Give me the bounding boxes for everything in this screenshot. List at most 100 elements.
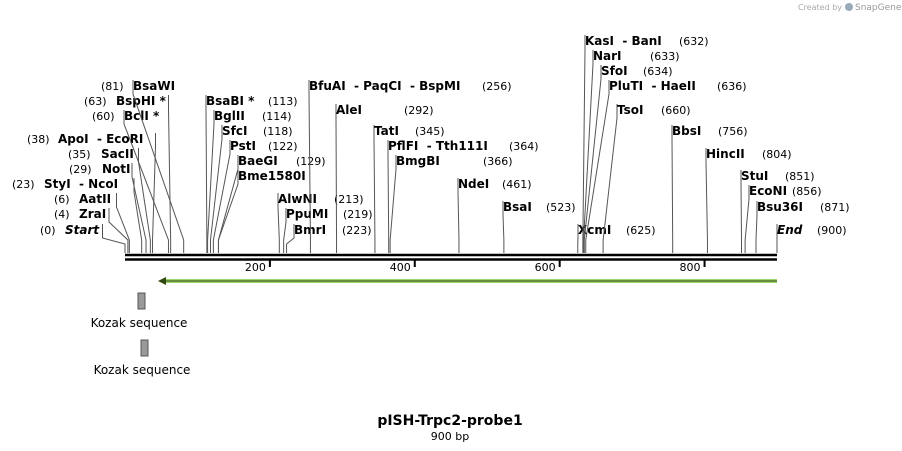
ruler-label: 400 (390, 261, 411, 274)
site-position: (364) (509, 140, 539, 153)
site-line (502, 201, 505, 253)
site-name: AatII (79, 192, 111, 206)
site-name: PflFI - Tth111I (388, 139, 488, 153)
site-line (168, 95, 172, 253)
site-position: (81) (101, 80, 124, 93)
site-line (583, 65, 602, 253)
site-line (132, 80, 185, 253)
site-position: (345) (415, 125, 445, 138)
feature-box (140, 339, 149, 357)
site-position: (118) (263, 125, 293, 138)
site-position: (632) (679, 35, 709, 48)
site-position: (223) (342, 224, 372, 237)
site-line (286, 224, 295, 253)
site-line (755, 201, 758, 253)
site-position: (256) (482, 80, 512, 93)
site-line (138, 148, 151, 253)
site-name: NotI (102, 162, 131, 176)
site-name: EcoNI (749, 184, 787, 198)
site-name: BsaBI * (206, 94, 255, 108)
site-position: (213) (334, 193, 364, 206)
feature-label: Kozak sequence (94, 363, 191, 377)
site-line (152, 133, 156, 253)
site-name: BmgBI (396, 154, 440, 168)
site-line (123, 110, 169, 253)
site-position: (634) (643, 65, 673, 78)
map-title: pISH-Trpc2-probe1 (377, 413, 522, 429)
site-name: BsaI (503, 200, 532, 214)
site-name: SacII (101, 147, 134, 161)
site-name: AlwNI (278, 192, 317, 206)
site-line (705, 148, 708, 253)
site-name: Bsu36I (757, 200, 803, 214)
site-line (335, 104, 338, 253)
site-position: (113) (268, 95, 298, 108)
site-name: Bme1580I (238, 169, 306, 183)
site-position: (756) (718, 125, 748, 138)
site-name: BaeGI (238, 154, 278, 168)
ruler-label: 200 (245, 261, 266, 274)
site-name: TatI (374, 124, 399, 138)
site-position: (636) (717, 80, 747, 93)
site-position: (29) (69, 163, 92, 176)
site-line (217, 170, 239, 253)
ruler-label: 600 (535, 261, 556, 274)
site-line (217, 155, 239, 253)
site-name: BfuAI - PaqCI - BspMI (309, 79, 460, 93)
site-line (583, 50, 594, 253)
site-line (457, 178, 460, 253)
site-name: SfcI (222, 124, 247, 138)
site-position: (23) (12, 178, 35, 191)
site-line (108, 208, 129, 253)
site-position: (871) (820, 201, 850, 214)
site-position: (63) (84, 95, 107, 108)
site-position: (804) (762, 148, 792, 161)
site-line (205, 95, 208, 253)
brand-name: SnapGene (855, 3, 902, 13)
site-line (207, 110, 215, 253)
site-name: AleI (336, 103, 362, 117)
site-position: (461) (502, 178, 532, 191)
site-position: (292) (404, 104, 434, 117)
site-line (283, 208, 287, 253)
site-name: PluTI - HaeII (609, 79, 696, 93)
site-position: (219) (343, 208, 373, 221)
site-position: (625) (626, 224, 656, 237)
site-name: StuI (741, 169, 768, 183)
site-name: TsoI (617, 103, 643, 117)
site-position: (633) (650, 50, 680, 63)
site-name: NdeI (458, 177, 489, 191)
site-line (212, 140, 231, 253)
site-position: (114) (262, 110, 292, 123)
site-line (209, 125, 223, 253)
site-line (602, 104, 618, 253)
site-position: (60) (92, 110, 115, 123)
site-line (102, 224, 126, 253)
site-line (277, 193, 280, 253)
site-line (585, 80, 610, 253)
site-name: KasI - BanI (585, 34, 662, 48)
site-name: HincII (706, 147, 745, 161)
site-position: (6) (54, 193, 70, 206)
site-position: (0) (40, 224, 56, 237)
site-name: PstI (230, 139, 256, 153)
site-line (740, 170, 743, 253)
site-line (671, 125, 674, 253)
site-name: ZraI (79, 207, 106, 221)
map-length: 900 bp (431, 430, 469, 443)
site-name: BclI * (124, 109, 160, 123)
site-position: (660) (661, 104, 691, 117)
site-name: NarI (593, 49, 622, 63)
logo-icon (845, 3, 853, 11)
site-position: (366) (483, 155, 513, 168)
site-position: (35) (68, 148, 91, 161)
site-name: StyI - NcoI (44, 177, 118, 191)
site-position: (851) (785, 170, 815, 183)
ruler-label: 800 (680, 261, 701, 274)
site-name: PpuMI (286, 207, 328, 221)
site-line (744, 185, 750, 253)
feature-box (137, 292, 146, 310)
site-position: (856) (792, 185, 822, 198)
site-name: ApoI - EcoRI (58, 132, 143, 146)
